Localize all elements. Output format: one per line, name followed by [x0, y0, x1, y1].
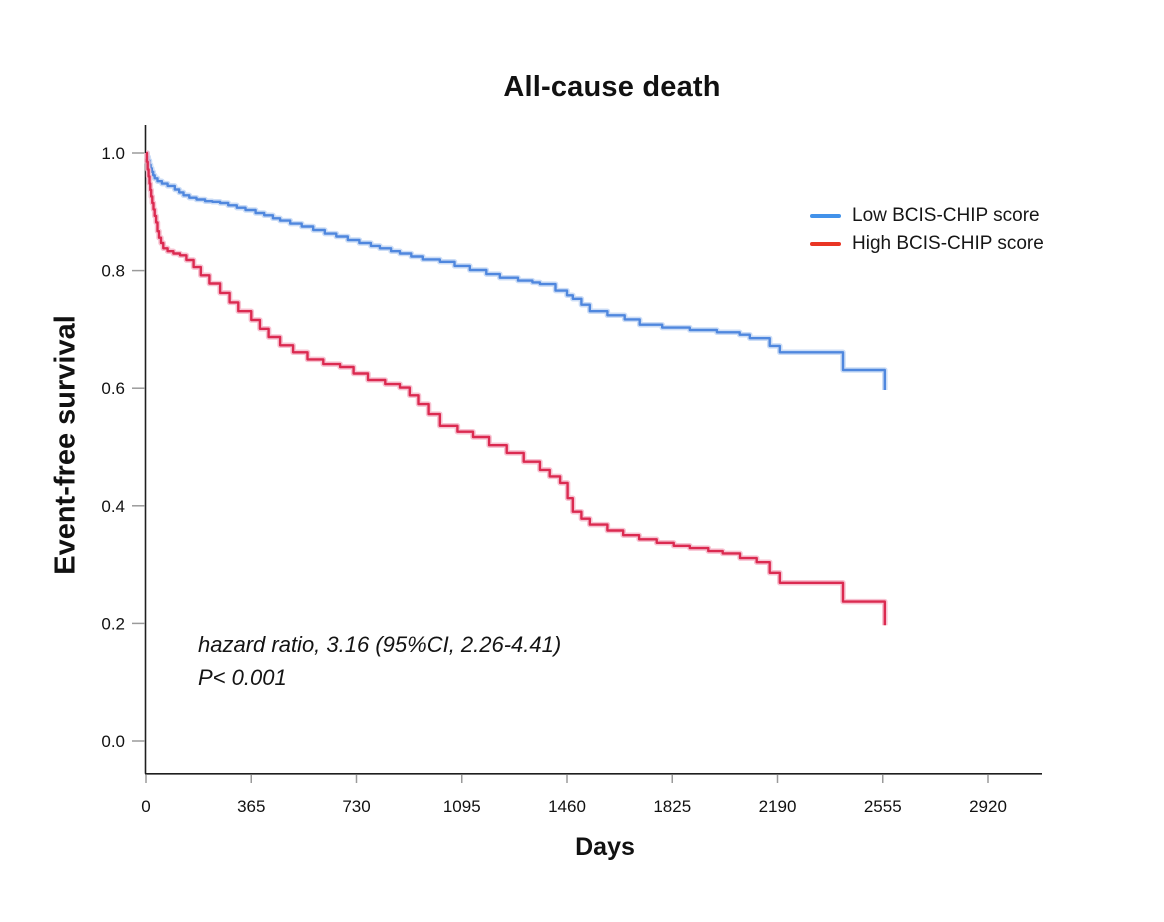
- y-axis-title: Event-free survival: [49, 315, 82, 575]
- x-axis-title: Days: [575, 833, 635, 861]
- x-tick-label: 1460: [548, 797, 586, 816]
- x-tick-label: 0: [141, 797, 150, 816]
- y-tick-label: 0.0: [101, 732, 125, 751]
- stats-annotation: hazard ratio, 3.16 (95%CI, 2.26-4.41) P<…: [198, 628, 561, 694]
- x-tick-label: 2555: [864, 797, 902, 816]
- y-tick-label: 0.8: [101, 262, 125, 281]
- survival-curve-low-halo: [144, 150, 888, 390]
- y-tick-label: 0.4: [101, 497, 125, 516]
- legend-swatch-high: [810, 241, 841, 247]
- hazard-ratio-text: hazard ratio, 3.16 (95%CI, 2.26-4.41): [198, 632, 562, 657]
- legend-swatch-low: [810, 213, 841, 219]
- x-tick-label: 2920: [969, 797, 1007, 816]
- y-tick-label: 1.0: [101, 144, 125, 163]
- legend: Low BCIS-CHIP score High BCIS-CHIP score: [810, 202, 1044, 258]
- y-tick-label: 0.6: [101, 379, 125, 398]
- axis-lines: [144, 125, 1042, 775]
- x-tick-label: 365: [237, 797, 265, 816]
- x-tick-label: 730: [342, 797, 370, 816]
- survival-curve-high-halo: [144, 150, 888, 626]
- survival-curve-low: [146, 151, 886, 390]
- legend-label-low: Low BCIS-CHIP score: [852, 205, 1040, 226]
- survival-curve-high: [145, 151, 886, 626]
- legend-label-high: High BCIS-CHIP score: [852, 233, 1044, 254]
- legend-item-high: High BCIS-CHIP score: [810, 230, 1044, 258]
- legend-item-low: Low BCIS-CHIP score: [810, 202, 1044, 230]
- chart-title: All-cause death: [503, 71, 721, 103]
- x-tick-label: 1825: [653, 797, 691, 816]
- x-tick-label: 2190: [759, 797, 797, 816]
- p-value-text: P< 0.001: [198, 665, 287, 690]
- y-tick-label: 0.2: [101, 614, 125, 633]
- x-tick-label: 1095: [443, 797, 481, 816]
